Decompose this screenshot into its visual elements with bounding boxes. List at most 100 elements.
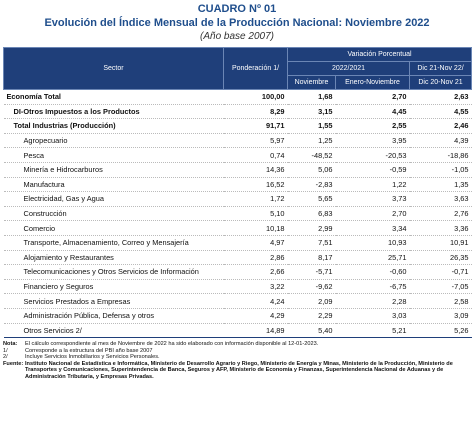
sector-cell: Otros Servicios 2/ bbox=[3, 323, 224, 339]
value-cell: 5,10 bbox=[223, 206, 288, 222]
value-cell: 5,40 bbox=[287, 323, 336, 339]
sector-cell: Manufactura bbox=[3, 177, 224, 193]
header-variation: Variación Porcentual bbox=[286, 47, 473, 62]
note-text: Instituto Nacional de Estadística e Info… bbox=[25, 360, 453, 381]
value-cell: 4,39 bbox=[409, 133, 472, 149]
table-row: Transporte, Almacenamiento, Correo y Men… bbox=[3, 235, 472, 251]
table-row: Alojamiento y Restaurantes 2,86 8,17 25,71 2… bbox=[3, 250, 472, 266]
value-cell: 2,46 bbox=[409, 118, 472, 134]
sector-cell: Administración Pública, Defensa y otros bbox=[3, 308, 224, 324]
value-cell: 3,95 bbox=[335, 133, 410, 149]
data-table: Sector Ponderación 1/ Variación Porcentu… bbox=[3, 47, 473, 339]
value-cell: 100,00 bbox=[223, 89, 288, 105]
table-row: Servicios Prestados a Empresas 4,24 2,09 2,… bbox=[3, 293, 472, 309]
sector-cell: Electricidad, Gas y Agua bbox=[3, 191, 224, 207]
value-cell: 0,74 bbox=[223, 147, 288, 163]
table-row: Pesca 0,74 -48,52 -20,53 -18,86 bbox=[3, 147, 472, 163]
value-cell: 4,55 bbox=[409, 104, 472, 120]
table-row: Electricidad, Gas y Agua 1,72 5,65 3,73 3,63 bbox=[3, 191, 472, 207]
header-dic-bottom: Dic 20-Nov 21 bbox=[408, 75, 473, 90]
value-cell: 91,71 bbox=[223, 118, 288, 134]
value-cell: 6,83 bbox=[287, 206, 336, 222]
note-text: Corresponde a la estructura del PBI año … bbox=[25, 347, 153, 354]
value-cell: 25,71 bbox=[335, 250, 410, 266]
sector-cell: Economía Total bbox=[3, 89, 224, 105]
note-label: 2/ bbox=[3, 354, 8, 361]
sector-cell: Telecomunicaciones y Otros Servicios de … bbox=[3, 264, 224, 280]
value-cell: 2,28 bbox=[335, 293, 410, 309]
table-row: Administración Pública, Defensa y otros 4… bbox=[3, 308, 472, 324]
notes: Nota: El cálculo correspondiente al mes d… bbox=[3, 341, 471, 381]
value-cell: 14,89 bbox=[223, 323, 288, 339]
header-ytd: Enero-Noviembre bbox=[335, 75, 410, 90]
sector-cell: Servicios Prestados a Empresas bbox=[3, 293, 224, 309]
sector-cell: Pesca bbox=[3, 147, 224, 163]
sector-cell: Transporte, Almacenamiento, Correo y Men… bbox=[3, 235, 224, 251]
value-cell: 3,34 bbox=[335, 220, 410, 236]
value-cell: 10,91 bbox=[409, 235, 472, 251]
value-cell: 1,25 bbox=[287, 133, 336, 149]
value-cell: 5,65 bbox=[287, 191, 336, 207]
value-cell: 4,29 bbox=[223, 308, 288, 324]
table-row: Comercio 10,18 2,99 3,34 3,36 bbox=[3, 220, 472, 236]
note-label: Fuente: bbox=[3, 360, 24, 367]
sector-cell: Agropecuario bbox=[3, 133, 224, 149]
value-cell: -20,53 bbox=[335, 147, 410, 163]
table-row: Telecomunicaciones y Otros Servicios de … bbox=[3, 264, 472, 280]
sector-cell: Comercio bbox=[3, 220, 224, 236]
value-cell: -18,86 bbox=[409, 147, 472, 163]
value-cell: 3,09 bbox=[409, 308, 472, 324]
value-cell: 14,36 bbox=[223, 162, 288, 178]
header-month: Noviembre bbox=[287, 75, 336, 90]
note: Fuente: Instituto Nacional de Estadística… bbox=[3, 361, 471, 381]
value-cell: -2,83 bbox=[287, 177, 336, 193]
table-row: Total Industrias (Producción) 91,71 1,55 2,… bbox=[3, 118, 472, 134]
value-cell: 1,35 bbox=[409, 177, 472, 193]
value-cell: 3,22 bbox=[223, 279, 288, 295]
table-row: Manufactura 16,52 -2,83 1,22 1,35 bbox=[3, 177, 472, 193]
value-cell: -5,71 bbox=[287, 264, 336, 280]
sector-cell: Minería e Hidrocarburos bbox=[3, 162, 224, 178]
header-dic-top: Dic 21-Nov 22/ bbox=[408, 61, 473, 76]
sector-cell: Construcción bbox=[3, 206, 224, 222]
value-cell: 2,76 bbox=[409, 206, 472, 222]
value-cell: -48,52 bbox=[287, 147, 336, 163]
value-cell: -1,05 bbox=[409, 162, 472, 178]
note: 2/Incluye Servicios Inmobiliarios y Serv… bbox=[3, 354, 471, 361]
value-cell: 3,63 bbox=[409, 191, 472, 207]
note-text: El cálculo correspondiente al mes de Nov… bbox=[25, 341, 319, 348]
page: CUADRO Nº 01 Evolución del Índice Mensua… bbox=[0, 3, 474, 423]
value-cell: 2,86 bbox=[223, 250, 288, 266]
value-cell: -7,05 bbox=[409, 279, 472, 295]
sector-cell: Total Industrias (Producción) bbox=[3, 118, 224, 134]
sector-cell: DI-Otros Impuestos a los Productos bbox=[3, 104, 224, 120]
value-cell: 16,52 bbox=[223, 177, 288, 193]
value-cell: 1,72 bbox=[223, 191, 288, 207]
note: Nota: El cálculo correspondiente al mes d… bbox=[3, 341, 471, 348]
title: Evolución del Índice Mensual de la Produ… bbox=[44, 17, 430, 29]
subtitle: (Año base 2007) bbox=[200, 31, 274, 42]
value-cell: 1,68 bbox=[287, 89, 336, 105]
sector-cell: Alojamiento y Restaurantes bbox=[3, 250, 224, 266]
value-cell: 2,58 bbox=[409, 293, 472, 309]
table-number: CUADRO Nº 01 bbox=[197, 3, 277, 15]
value-cell: 4,97 bbox=[223, 235, 288, 251]
table-row: Construcción 5,10 6,83 2,70 2,76 bbox=[3, 206, 472, 222]
value-cell: 10,93 bbox=[335, 235, 410, 251]
value-cell: -6,75 bbox=[335, 279, 410, 295]
table-row: Agropecuario 5,97 1,25 3,95 4,39 bbox=[3, 133, 472, 149]
value-cell: 26,35 bbox=[409, 250, 472, 266]
table-row: Otros Servicios 2/14,89 5,40 5,21 5,26 bbox=[3, 323, 472, 339]
value-cell: 3,03 bbox=[335, 308, 410, 324]
value-cell: 7,51 bbox=[287, 235, 336, 251]
table-row: Economía Total 100,00 1,68 2,70 2,63 bbox=[3, 89, 472, 105]
header-weight: Ponderación 1/ bbox=[223, 47, 288, 90]
table-row: Financiero y Seguros 3,22 -9,62 -6,75 -7,05 bbox=[3, 279, 472, 295]
value-cell: 8,29 bbox=[223, 104, 288, 120]
value-cell: 2,70 bbox=[335, 89, 410, 105]
note: 1/Corresponde a la estructura del PBI añ… bbox=[3, 348, 471, 355]
value-cell: 3,36 bbox=[409, 220, 472, 236]
value-cell: -0,59 bbox=[335, 162, 410, 178]
table-row: Minería e Hidrocarburos 14,36 5,06 -0,59 -1,… bbox=[3, 162, 472, 178]
table-row: DI-Otros Impuestos a los Productos 8,29 3,… bbox=[3, 104, 472, 120]
